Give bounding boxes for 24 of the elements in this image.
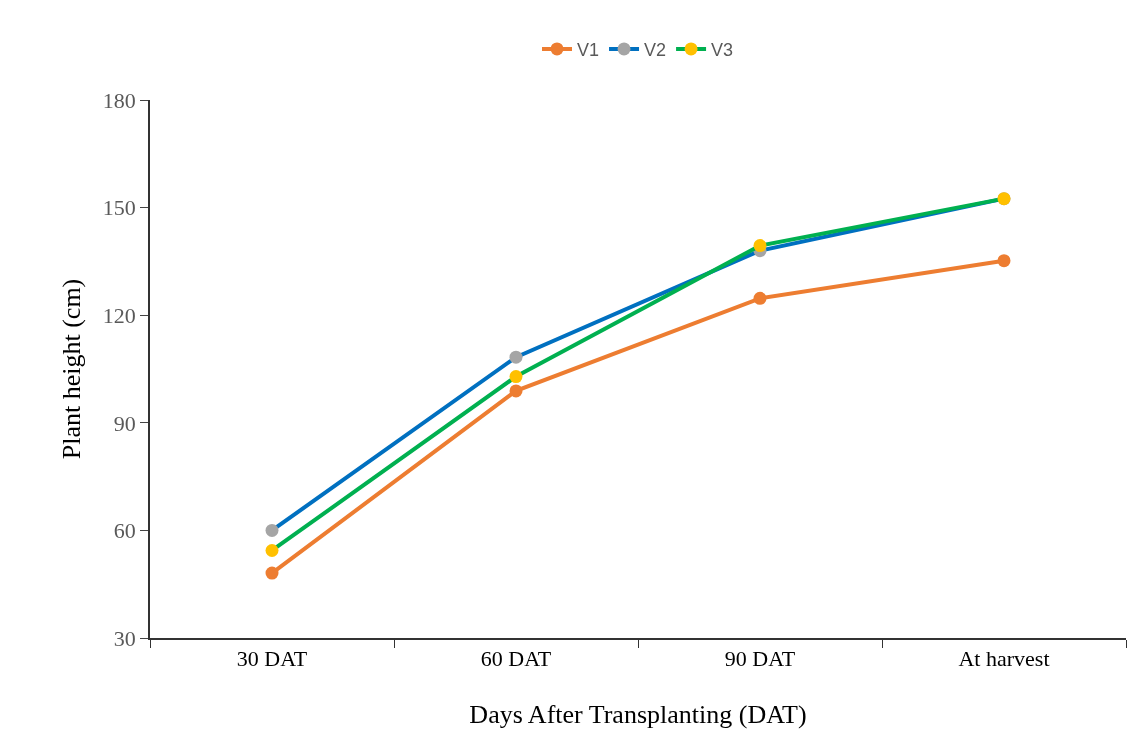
y-axis-title: Plant height (cm): [56, 278, 86, 460]
point: [509, 350, 523, 364]
point: [265, 543, 279, 557]
x-tick-label: 90 DAT: [724, 646, 796, 672]
point: [509, 370, 523, 384]
y-tick-label: 60: [113, 518, 136, 544]
point: [753, 291, 767, 305]
legend-label: V2: [644, 39, 667, 60]
x-tick-label: 30 DAT: [236, 646, 308, 672]
x-tick-label: 60 DAT: [480, 646, 552, 672]
point: [997, 254, 1011, 268]
y-tick-label: 90: [113, 410, 136, 436]
x-tick-label: At harvest: [958, 646, 1050, 672]
y-tick-label: 120: [102, 302, 136, 328]
point: [509, 384, 523, 398]
y-tick-label: 30: [113, 625, 136, 651]
legend-label: V1: [577, 39, 600, 60]
point: [265, 566, 279, 580]
x-axis-title: Days After Transplanting (DAT): [469, 700, 807, 730]
y-tick-label: 180: [102, 87, 136, 113]
point: [265, 523, 279, 537]
point: [753, 239, 767, 253]
legend-label: V3: [711, 39, 734, 60]
y-tick-label: 150: [102, 195, 136, 221]
